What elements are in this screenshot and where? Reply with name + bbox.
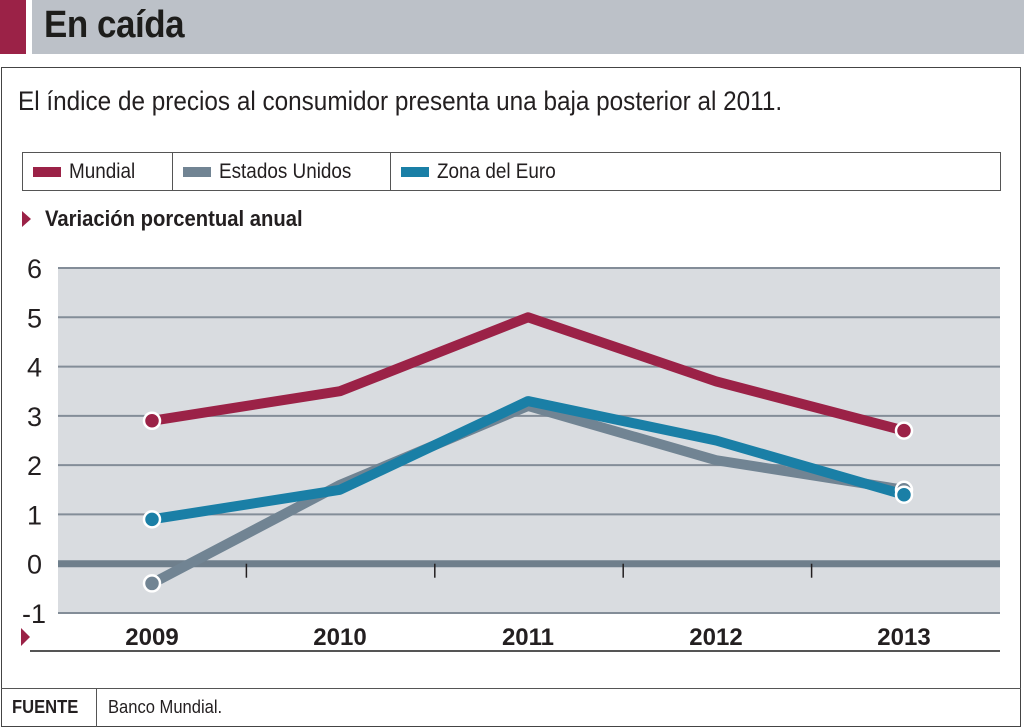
data-point-marker (894, 421, 914, 440)
data-point-marker (142, 574, 162, 593)
unit-row: Variación porcentual anual (22, 206, 325, 232)
chart-frame (1, 67, 1021, 727)
series-line-mundial (151, 312, 906, 436)
x-tick-label: 2012 (689, 624, 742, 651)
y-tick-label: 1 (27, 500, 42, 530)
title-accent-bar (0, 0, 26, 54)
chart-subtitle: El índice de precios al consumidor prese… (18, 86, 783, 116)
x-tick-label: 2013 (877, 624, 930, 651)
chart-title: En caída (44, 4, 185, 46)
legend-item-estados-unidos: Estados Unidos (173, 153, 391, 190)
x-tick-label: 2010 (313, 624, 366, 651)
legend-item-zona-del-euro: Zona del Euro (391, 153, 1000, 190)
data-point-marker (142, 411, 162, 431)
legend-item-mundial: Mundial (23, 153, 173, 190)
x-tick-label: 2011 (502, 624, 554, 651)
footer-divider (1, 688, 1021, 689)
legend-swatch-estados-unidos (183, 166, 211, 177)
data-point-marker (142, 510, 162, 529)
legend-label: Estados Unidos (219, 159, 352, 183)
series-line-zona-del-euro (151, 396, 906, 525)
y-tick-label: 5 (27, 303, 42, 333)
legend-swatch-mundial (33, 166, 61, 177)
legend: Mundial Estados Unidos Zona del Euro (22, 152, 1001, 191)
y-axis-unit-label: Variación porcentual anual (45, 206, 303, 231)
legend-swatch-zona-del-euro (401, 166, 429, 177)
legend-label: Mundial (69, 159, 136, 183)
x-tick-label: 2009 (125, 624, 178, 651)
legend-label: Zona del Euro (437, 159, 556, 183)
y-tick-label: -1 (22, 599, 46, 629)
title-bar (32, 0, 1024, 54)
source-text: Banco Mundial. (108, 697, 223, 717)
x-axis-triangle-icon (21, 628, 30, 646)
y-tick-label: 4 (27, 353, 42, 383)
y-tick-label: 0 (27, 550, 42, 580)
data-point-marker (894, 485, 914, 504)
footer-separator (96, 689, 97, 727)
triangle-bullet-icon (22, 211, 31, 227)
y-tick-label: 2 (27, 451, 42, 481)
line-chart: 6 5 4 3 2 1 0 -1 2009 2010 2011 2012 2013 (21, 254, 1000, 652)
y-tick-label: 3 (27, 402, 42, 432)
source-label: FUENTE (12, 697, 79, 717)
y-tick-label: 6 (27, 254, 42, 284)
